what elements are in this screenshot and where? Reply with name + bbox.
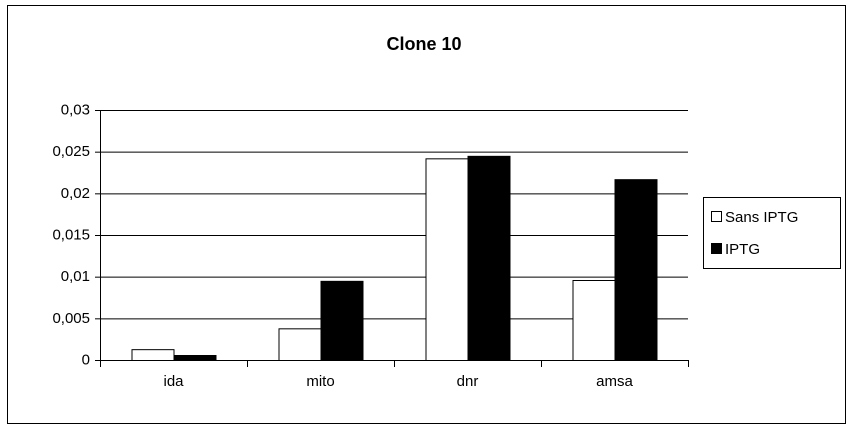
y-tick-label: 0 — [82, 351, 90, 368]
y-tick-label: 0,025 — [52, 143, 90, 160]
x-tick-label: dnr — [457, 373, 479, 390]
legend-label: Sans IPTG — [725, 209, 798, 226]
bar — [425, 158, 469, 361]
legend-box — [703, 197, 841, 269]
bar — [614, 179, 658, 361]
bar — [278, 328, 322, 362]
legend-swatch — [711, 243, 722, 254]
bar — [467, 155, 511, 361]
chart-title: Clone 10 — [386, 34, 461, 54]
x-tick-label: amsa — [596, 373, 633, 390]
y-tick-label: 0,01 — [61, 268, 90, 285]
y-tick-label: 0,015 — [52, 226, 90, 243]
bar — [173, 355, 217, 361]
bar — [131, 349, 175, 361]
x-tick-label: mito — [306, 373, 334, 390]
bar — [572, 280, 616, 361]
y-tick-label: 0,005 — [52, 310, 90, 327]
legend-swatch — [711, 211, 722, 222]
x-tick-label: ida — [163, 373, 184, 390]
bar — [320, 280, 364, 362]
legend-label: IPTG — [725, 241, 760, 258]
y-tick-label: 0,02 — [61, 185, 90, 202]
y-tick-label: 0,03 — [61, 101, 90, 118]
